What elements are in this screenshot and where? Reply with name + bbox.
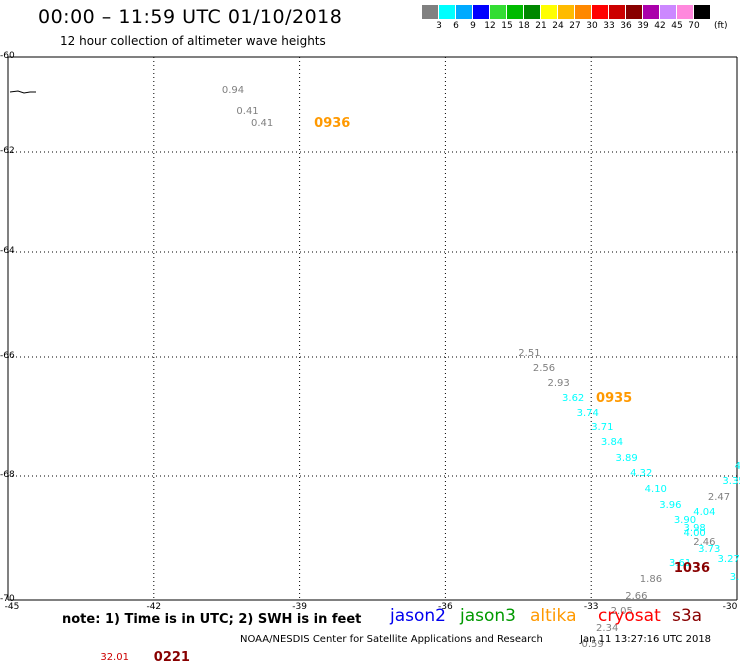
scale-swatch	[422, 5, 439, 19]
scale-swatch	[592, 5, 609, 19]
wave-height-observation: 0.59	[581, 638, 604, 650]
wave-height-observation: 4.32	[630, 468, 653, 480]
wave-height-observation: 2.93	[547, 377, 570, 389]
lat-tick-label: -62	[0, 146, 15, 156]
lat-tick-label: -60	[0, 51, 15, 61]
wave-height-observation: 3.96	[659, 499, 682, 511]
scale-swatch	[575, 5, 592, 19]
legend-s3a: s3a	[672, 606, 703, 626]
wave-height-observation: 2.47	[707, 491, 731, 503]
wave-height-observation: 1.86	[639, 574, 663, 586]
scale-label: 45	[671, 21, 683, 31]
scale-swatch	[609, 5, 626, 19]
scale-swatch	[558, 5, 575, 19]
pass-time-label: 0935	[596, 390, 633, 406]
lon-tick-label: -39	[292, 602, 307, 612]
wave-height-observation: 2.51	[518, 348, 541, 360]
lat-tick-label: -68	[0, 470, 15, 480]
wave-height-observation: 2.34	[596, 623, 619, 635]
pass-time-label: 0936	[314, 115, 351, 131]
scale-swatch	[643, 5, 660, 19]
legend-jason3: jason3	[460, 606, 516, 626]
scale-label: 3	[436, 21, 442, 31]
scale-swatch	[524, 5, 541, 19]
lat-tick-label: -66	[0, 351, 15, 361]
scale-swatch	[507, 5, 524, 19]
scale-swatch	[490, 5, 507, 19]
scale-label: 33	[603, 21, 615, 31]
scale-swatch	[473, 5, 490, 19]
wave-height-observation: 3.71	[591, 422, 614, 434]
wave-height-color-scale	[422, 5, 711, 19]
scale-label: 27	[569, 21, 581, 31]
scale-swatch	[660, 5, 677, 19]
scale-label: 42	[654, 21, 666, 31]
legend-jason2: jason2	[390, 606, 446, 626]
wave-height-observation: 3.98	[683, 522, 706, 534]
lon-tick-label: -36	[438, 602, 453, 612]
map-subtitle: 12 hour collection of altimeter wave hei…	[60, 34, 326, 48]
scale-label: 30	[586, 21, 598, 31]
scale-swatch	[626, 5, 643, 19]
map-title: 00:00 – 11:59 UTC 01/10/2018	[38, 6, 343, 28]
wave-height-observation: 3.62	[562, 392, 585, 404]
scale-label: 39	[637, 21, 649, 31]
scale-label: 6	[453, 21, 459, 31]
scale-labels-container: 3 6 9 12 15 18 21 24 27 30 33 36 39 42 45 70	[422, 0, 722, 40]
coastline	[9, 90, 36, 94]
scale-label: 12	[484, 21, 496, 31]
scale-label: 15	[501, 21, 513, 31]
wave-height-observation: 0.94	[221, 85, 245, 97]
wave-height-observation: 3.35	[722, 476, 740, 488]
wave-height-observation: 0.41	[236, 105, 259, 117]
wave-height-observation: 3.10	[729, 572, 740, 584]
scale-swatch	[677, 5, 694, 19]
wave-height-observation: 4.00	[683, 527, 706, 539]
wave-height-observation: 3.61	[668, 558, 692, 570]
wave-height-observation: 32.01	[100, 651, 129, 663]
legend-cryosat: cryosat	[598, 606, 661, 626]
pass-time-label: 1036	[673, 561, 710, 576]
wave-height-observation: 2.66	[625, 590, 648, 602]
wave-height-observation: 3.90	[673, 514, 697, 526]
wave-height-observation: 3.89	[615, 453, 638, 465]
scale-label: 21	[535, 21, 547, 31]
wave-height-observation: 2.46	[693, 536, 716, 548]
units-note: note: 1) Time is in UTC; 2) SWH is in fe…	[62, 612, 362, 627]
wave-height-observation: 2.56	[532, 362, 556, 374]
legend-altika: altika	[530, 606, 577, 626]
scale-swatch	[694, 5, 711, 19]
lon-tick-label: -45	[4, 602, 20, 612]
scale-label: 9	[470, 21, 476, 31]
scale-label: 70	[688, 21, 700, 31]
footer-credit: NOAA/NESDIS Center for Satellite Applica…	[240, 634, 543, 645]
wave-height-observation: 2.05	[610, 606, 633, 618]
lon-tick-label: -30	[722, 602, 738, 612]
map-frame	[7, 56, 738, 601]
scale-swatch	[541, 5, 558, 19]
scale-swatch	[456, 5, 473, 19]
scale-label: 24	[552, 21, 564, 31]
lon-tick-label: -42	[146, 602, 162, 612]
wave-height-observation: 4.04	[693, 507, 716, 519]
wave-height-observation: 3.73	[698, 544, 721, 556]
footer-timestamp: Jan 11 13:27:16 UTC 2018	[580, 634, 712, 645]
wave-height-observation: 4.10	[644, 484, 667, 496]
lon-tick-label: -33	[583, 602, 599, 612]
wave-height-observation: 3.74	[576, 407, 599, 419]
scale-swatch	[439, 5, 456, 19]
scale-unit: (ft)	[714, 21, 728, 31]
scale-label: 18	[518, 21, 530, 31]
wave-height-observation: 3.27	[717, 553, 740, 565]
pass-time-label: 0221	[153, 649, 190, 665]
wave-height-observation: 0.41	[251, 117, 274, 129]
scale-label: 36	[620, 21, 632, 31]
lat-tick-label: -70	[0, 594, 15, 604]
lat-tick-label: -64	[0, 246, 15, 256]
wave-height-observation: 4.2	[734, 461, 740, 473]
wave-height-observation: 3.84	[600, 437, 624, 449]
